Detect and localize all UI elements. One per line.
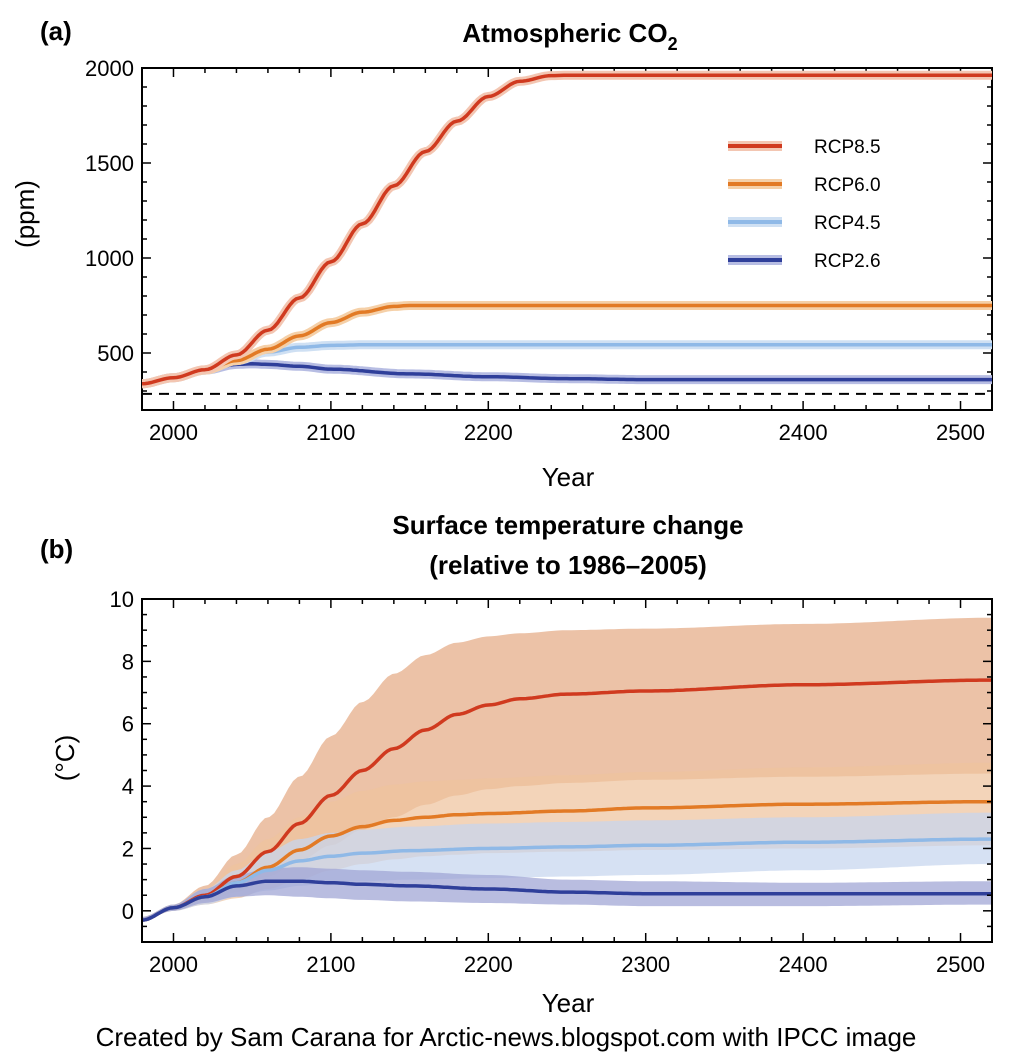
panel-b-ytick-label: 6 bbox=[122, 712, 134, 737]
panel-b-rcp45-mean-line bbox=[142, 837, 992, 922]
panel-a-frame bbox=[141, 67, 993, 411]
panel-b-series-group bbox=[142, 617, 992, 922]
panel-b-rcp60-mean-line bbox=[142, 799, 992, 922]
panel-a-rcp26-line bbox=[142, 362, 992, 386]
panel-a-ytick-label: 2000 bbox=[85, 56, 134, 81]
panel-b-xtick-label: 2000 bbox=[149, 952, 198, 977]
panel-b-ytick-label: 8 bbox=[122, 649, 134, 674]
panel-a-xtick-label: 2000 bbox=[149, 420, 198, 445]
credit-footer: Created by Sam Carana for Arctic-news.bl… bbox=[96, 1022, 917, 1052]
legend-label-rcp26: RCP2.6 bbox=[814, 251, 881, 272]
panel-b-rcp26-mean-line bbox=[142, 879, 992, 922]
panel-a-series-group bbox=[142, 70, 992, 389]
panel-b-plot: 2000 2100 2200 2300 2400 2500 0 2 4 6 8 10 bbox=[110, 587, 993, 977]
panel-a-rcp60-line bbox=[142, 303, 992, 386]
panel-a-xtick-label: 2500 bbox=[936, 420, 985, 445]
panel-b-rcp45-range-band bbox=[142, 812, 992, 921]
panel-b-xtick-label: 2400 bbox=[779, 952, 828, 977]
panel-a-ytick-label: 1500 bbox=[85, 151, 134, 176]
panel-a-title-main: Atmospheric CO bbox=[462, 18, 667, 48]
legend-label-rcp60: RCP6.0 bbox=[814, 175, 881, 196]
panel-a-xtick-label: 2100 bbox=[306, 420, 355, 445]
panel-b-ylabel: (°C) bbox=[50, 735, 80, 782]
panel-a-xtick-label: 2200 bbox=[464, 420, 513, 445]
panel-a-ylabel: (ppm) bbox=[10, 180, 40, 248]
legend-label-rcp45: RCP4.5 bbox=[814, 213, 881, 234]
panel-b-ytick-label: 0 bbox=[122, 899, 134, 924]
panel-b-ytick-label: 10 bbox=[110, 587, 134, 612]
panel-b-xlabel: Year bbox=[542, 988, 595, 1018]
panel-b-letter: (b) bbox=[40, 534, 73, 564]
panel-b-ytick-label: 2 bbox=[122, 836, 134, 861]
panel-b-xtick-label: 2200 bbox=[464, 952, 513, 977]
panel-a-legend: RCP8.5 RCP6.0 RCP4.5 RCP2.6 bbox=[728, 137, 881, 272]
panel-a-title-subscript: 2 bbox=[668, 34, 678, 54]
panel-a-xlabel: Year bbox=[542, 462, 595, 492]
panel-b-rcp85-mean-line bbox=[142, 678, 992, 922]
panel-a-letter: (a) bbox=[40, 16, 72, 46]
legend-label-rcp85: RCP8.5 bbox=[814, 137, 881, 158]
panel-a-plot: 2000 2100 2200 2300 2400 2500 500 1000 1500 2000 R… bbox=[85, 56, 993, 445]
panel-b-xtick-label: 2100 bbox=[306, 952, 355, 977]
panel-b-rcp85-range-band bbox=[142, 617, 992, 921]
panel-a-rcp85-line bbox=[142, 73, 992, 386]
panel-a-xtick-label: 2400 bbox=[779, 420, 828, 445]
panel-a-title: Atmospheric CO2 bbox=[462, 18, 677, 54]
panel-a-ytick-label: 500 bbox=[97, 341, 134, 366]
panel-b-xtick-label: 2300 bbox=[621, 952, 670, 977]
panel-a-xtick-label: 2300 bbox=[621, 420, 670, 445]
panel-b-ytick-label: 4 bbox=[122, 774, 134, 799]
panel-b-title-line1: Surface temperature change bbox=[392, 510, 743, 540]
panel-b-xtick-label: 2500 bbox=[936, 952, 985, 977]
panel-a-ytick-label: 1000 bbox=[85, 246, 134, 271]
panel-a-rcp45-line bbox=[142, 343, 992, 386]
panel-b-title-line2: (relative to 1986–2005) bbox=[429, 550, 707, 580]
